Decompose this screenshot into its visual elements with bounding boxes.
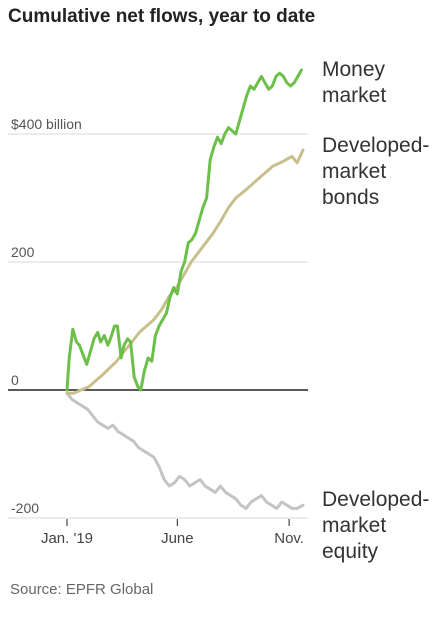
source-note: Source: EPFR Global [10, 581, 154, 598]
chart-title: Cumulative net flows, year to date [8, 6, 316, 27]
series-line-developed-market-equity [65, 391, 305, 510]
y-tick-label: 0 [11, 372, 19, 388]
series-lines [65, 68, 305, 510]
series-label-money-market: market [322, 84, 386, 107]
x-tick-label: June [161, 530, 194, 547]
series-label-money-market: Money [322, 58, 386, 81]
series-line-money-market [65, 68, 303, 392]
series-label-developed-market-equity: market [322, 514, 386, 537]
x-tick-label: Nov. [274, 530, 304, 547]
x-tick-label: Jan. '19 [41, 530, 93, 547]
y-tick-label: $400 billion [11, 116, 82, 132]
series-label-developed-market-bonds: bonds [322, 186, 379, 209]
series-labels: Money market Developed-market bonds Develope… [322, 58, 429, 563]
series-label-developed-market-equity: Developed- [322, 488, 429, 511]
y-tick-label: -200 [11, 500, 39, 516]
y-tick-label: 200 [11, 244, 35, 260]
series-line-developed-market-bonds [65, 148, 305, 395]
series-label-developed-market-bonds: Developed- [322, 134, 429, 157]
series-label-developed-market-bonds: market [322, 160, 386, 183]
gridlines [8, 133, 308, 519]
series-label-developed-market-equity: equity [322, 540, 379, 563]
